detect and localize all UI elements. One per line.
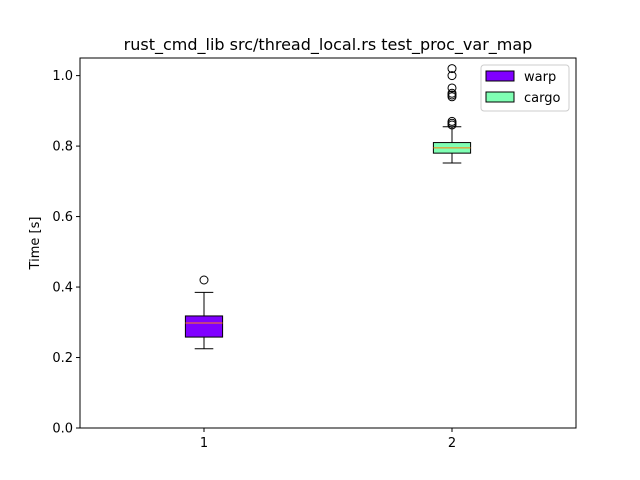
y-tick-label: 0.6 <box>52 210 73 225</box>
legend: warp cargo <box>480 64 570 112</box>
legend-swatch-cargo <box>485 91 515 103</box>
box-warp <box>184 275 224 350</box>
axes-frame <box>79 57 577 429</box>
y-tick-label: 0.8 <box>52 140 73 155</box>
y-tick-label: 0.2 <box>52 351 73 366</box>
y-tick-label: 0.4 <box>52 281 73 296</box>
box-cargo <box>432 64 472 164</box>
iqr-box <box>184 315 224 338</box>
plot-area <box>184 64 472 350</box>
x-tick-label: 2 <box>448 436 456 451</box>
outlier-point <box>447 64 457 74</box>
outlier-point <box>447 88 457 98</box>
chart-title: rust_cmd_lib src/thread_local.rs test_pr… <box>124 35 533 55</box>
x-tick-label: 1 <box>200 436 208 451</box>
outlier-point <box>199 275 209 285</box>
y-axis-label: Time [s] <box>28 217 43 271</box>
legend-label-warp: warp <box>524 70 556 85</box>
legend-swatch-warp <box>485 70 515 82</box>
y-tick-label: 0.0 <box>52 422 73 437</box>
outlier-point <box>447 116 457 126</box>
outlier-point <box>447 71 457 81</box>
outlier-point <box>447 83 457 93</box>
y-tick-label: 1.0 <box>52 69 73 84</box>
legend-label-cargo: cargo <box>524 91 560 106</box>
